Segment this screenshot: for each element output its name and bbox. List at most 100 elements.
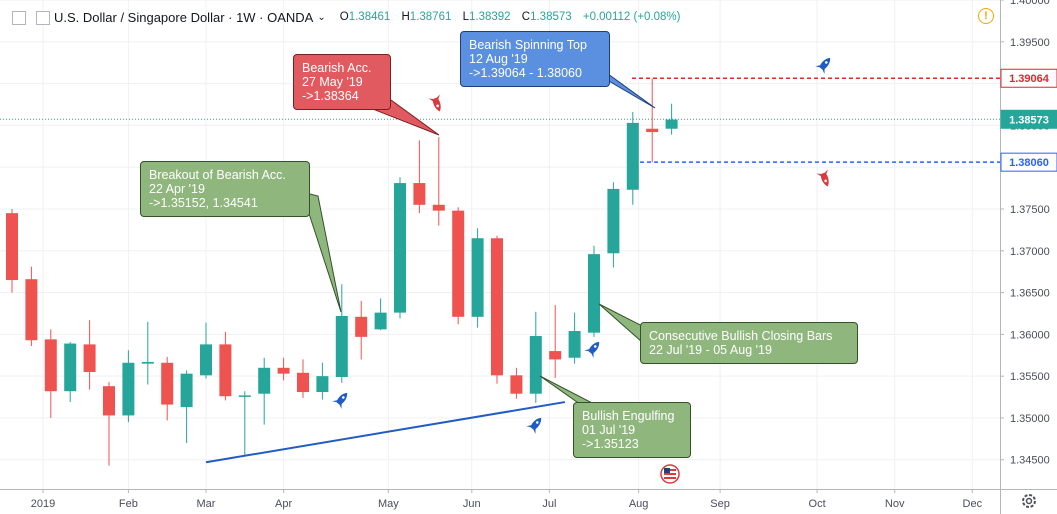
x-tick-label: Feb bbox=[119, 498, 138, 510]
candle-body bbox=[529, 336, 542, 394]
ohlc-readout: O1.38461 H1.38761 L1.38392 C1.38573 +0.0… bbox=[339, 11, 681, 23]
support-price-tag-label: 1.38060 bbox=[1009, 157, 1049, 169]
support-price-tag bbox=[1000, 152, 1057, 172]
us-flag-canton bbox=[664, 468, 670, 473]
up-arrow-rocket-icon-fins bbox=[815, 65, 825, 74]
candle-body bbox=[355, 316, 368, 337]
x-tick-label: May bbox=[378, 498, 399, 510]
y-tick-label: 1.37500 bbox=[1010, 204, 1050, 216]
x-tick-label: 2019 bbox=[31, 498, 55, 510]
bearish-acc-note: Bearish Acc. 27 May '19 ->1.38364 bbox=[293, 54, 391, 110]
up-arrow-rocket-icon-3 bbox=[584, 341, 600, 358]
candle-body bbox=[568, 331, 581, 358]
candle-body bbox=[6, 213, 18, 281]
consecutive-note: Consecutive Bullish Closing Bars 22 Jul … bbox=[640, 322, 858, 364]
chevron-down-icon[interactable]: ⌄ bbox=[317, 11, 326, 23]
engulfing-note: Bullish Engulfing 01 Jul '19 ->1.35123 bbox=[573, 402, 691, 458]
up-arrow-rocket-icon-3-body bbox=[588, 341, 600, 354]
breakout-pointer bbox=[301, 191, 342, 313]
up-arrow-rocket-icon bbox=[815, 57, 831, 74]
up-arrow-rocket-icon-4 bbox=[526, 417, 542, 434]
x-tick-label: Nov bbox=[885, 498, 905, 510]
down-arrow-rocket-icon-body bbox=[432, 97, 441, 112]
price-tags: 1.39064 1.38573 1.38060 bbox=[1000, 68, 1057, 172]
us-flag-stripe bbox=[664, 473, 676, 475]
symbol-title[interactable]: U.S. Dollar / Singapore Dollar · 1W · OA… bbox=[54, 9, 314, 25]
up-arrow-rocket-icon-window bbox=[824, 61, 828, 64]
candle-body bbox=[335, 315, 348, 377]
bearish-spinning-note: Bearish Spinning Top 12 Aug '19 ->1.3906… bbox=[460, 31, 610, 87]
candle-body bbox=[588, 254, 600, 333]
up-arrow-rocket-icon-4-window bbox=[535, 421, 539, 424]
up-arrow-rocket-icon-2-fins bbox=[332, 400, 342, 409]
down-arrow-rocket-icon-window bbox=[436, 104, 439, 108]
candle-body bbox=[219, 344, 232, 397]
candle-body bbox=[258, 367, 271, 394]
y-tick-label: 1.35000 bbox=[1010, 413, 1050, 425]
support-trendline bbox=[205, 401, 566, 464]
y-tick-label: 1.40000 bbox=[1010, 0, 1050, 7]
candles-layer bbox=[6, 78, 678, 466]
down-arrow-rocket-icon-2-window bbox=[824, 179, 827, 183]
resistance-price-tag bbox=[1000, 68, 1057, 88]
levels-layer bbox=[0, 77, 1000, 163]
up-arrow-rocket-icon-3-fins bbox=[584, 349, 594, 358]
candle-body bbox=[277, 367, 290, 374]
x-tick-label: Sep bbox=[710, 498, 730, 510]
candle-body bbox=[238, 395, 251, 397]
up-arrow-rocket-icon-4-body bbox=[530, 417, 542, 430]
gear-icon bbox=[1022, 494, 1036, 508]
candle-body bbox=[549, 351, 562, 360]
candle-body bbox=[452, 210, 465, 317]
down-arrow-rocket-icon-2 bbox=[816, 169, 829, 187]
legend-checkbox[interactable] bbox=[12, 11, 26, 25]
candle-body bbox=[413, 183, 426, 205]
x-tick-label: Jul bbox=[542, 498, 556, 510]
x-tick-label: Apr bbox=[275, 498, 292, 510]
warning-icon[interactable]: ! bbox=[978, 8, 994, 24]
chart-header: U.S. Dollar / Singapore Dollar · 1W · OA… bbox=[0, 0, 680, 34]
candle-body bbox=[297, 372, 309, 393]
x-tick-label: Oct bbox=[809, 498, 826, 510]
candle-body bbox=[161, 362, 174, 405]
trendline-layer bbox=[205, 401, 566, 464]
x-tick-label: Mar bbox=[197, 498, 216, 510]
candle-body bbox=[510, 375, 523, 394]
legend-checkbox-2[interactable] bbox=[36, 11, 50, 25]
gear-hub bbox=[1025, 497, 1033, 505]
y-tick-label: 1.36000 bbox=[1010, 329, 1050, 341]
us-flag-stripe bbox=[664, 477, 676, 479]
candle-body bbox=[200, 344, 212, 376]
y-tick-label: 1.39500 bbox=[1010, 37, 1050, 49]
candle-body bbox=[180, 373, 193, 408]
down-arrow-rocket-icon-2-fins bbox=[816, 169, 828, 177]
y-tick-label: 1.34500 bbox=[1010, 455, 1050, 467]
candle-body bbox=[103, 386, 115, 416]
candle-body bbox=[491, 238, 503, 376]
up-arrow-rocket-icon-4-fins bbox=[526, 425, 536, 434]
x-tick-label: Jun bbox=[463, 498, 481, 510]
y-tick-label: 1.35500 bbox=[1010, 371, 1050, 383]
time-axis: 2019 Feb Mar Apr May Jun Jul Aug Sep Oct Nov Dec bbox=[0, 489, 1057, 510]
up-arrow-rocket-icon-2 bbox=[332, 392, 348, 409]
gear-teeth bbox=[1022, 494, 1036, 508]
x-tick-label: Dec bbox=[963, 498, 983, 510]
candle-body bbox=[665, 119, 678, 129]
candle-body bbox=[25, 279, 38, 341]
candle-body bbox=[394, 183, 406, 313]
grid-lines bbox=[0, 0, 1000, 489]
down-arrow-rocket-icon bbox=[428, 94, 441, 112]
candle-body bbox=[83, 344, 96, 372]
down-arrow-rocket-icon-2-body bbox=[820, 172, 829, 187]
candle-body bbox=[646, 128, 659, 133]
candle-body bbox=[432, 204, 445, 211]
breakout-note: Breakout of Bearish Acc. 22 Apr '19 ->1.… bbox=[140, 161, 310, 217]
candle-body bbox=[44, 339, 57, 392]
candle-body bbox=[607, 188, 620, 254]
y-tick-label: 1.36500 bbox=[1010, 288, 1050, 300]
candle-body bbox=[64, 343, 77, 392]
candle-body bbox=[141, 361, 154, 364]
current-price-tag-label: 1.38573 bbox=[1009, 114, 1049, 126]
us-flag-icon bbox=[660, 464, 680, 484]
